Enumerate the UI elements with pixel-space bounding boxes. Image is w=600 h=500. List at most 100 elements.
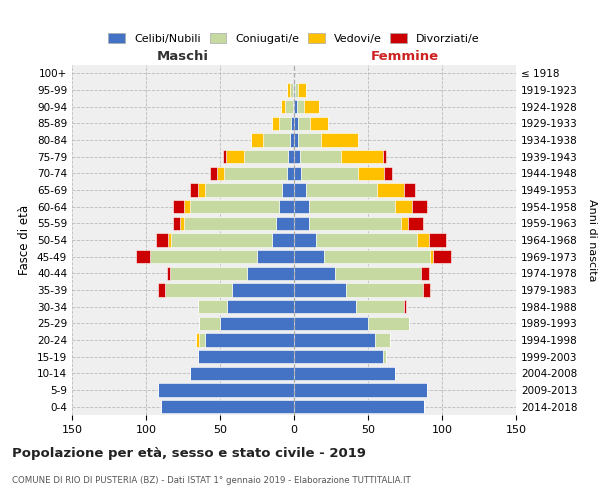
Bar <box>205 334 294 346</box>
Bar <box>136 250 151 264</box>
Bar <box>151 250 257 264</box>
Bar <box>170 266 247 280</box>
Bar <box>417 234 428 246</box>
Bar <box>316 234 417 246</box>
Bar <box>198 350 294 364</box>
Bar <box>356 300 404 314</box>
Bar <box>401 216 408 230</box>
Bar <box>294 84 295 96</box>
Bar <box>232 284 294 296</box>
Bar <box>368 316 409 330</box>
Bar <box>281 100 285 114</box>
Bar <box>298 84 306 96</box>
Bar <box>167 266 170 280</box>
Bar <box>290 84 293 96</box>
Bar <box>272 234 294 246</box>
Bar <box>384 166 392 180</box>
Legend: Celibi/Nubili, Coniugati/e, Vedovi/e, Divorziati/e: Celibi/Nubili, Coniugati/e, Vedovi/e, Di… <box>104 28 484 48</box>
Bar <box>161 400 294 413</box>
Bar <box>291 116 294 130</box>
Text: Femmine: Femmine <box>371 50 439 62</box>
Bar <box>198 300 227 314</box>
Bar <box>190 184 198 196</box>
Bar <box>294 134 298 146</box>
Bar <box>290 134 294 146</box>
Bar <box>377 184 404 196</box>
Bar <box>190 366 294 380</box>
Bar <box>395 200 412 213</box>
Bar <box>199 334 205 346</box>
Bar <box>430 250 433 264</box>
Bar <box>294 216 309 230</box>
Bar <box>184 216 276 230</box>
Bar <box>294 116 298 130</box>
Bar <box>294 334 376 346</box>
Bar <box>294 266 335 280</box>
Text: Maschi: Maschi <box>157 50 209 62</box>
Bar <box>298 134 320 146</box>
Bar <box>287 84 290 96</box>
Bar <box>408 216 423 230</box>
Bar <box>383 150 386 164</box>
Bar <box>294 250 323 264</box>
Bar <box>310 116 328 130</box>
Bar <box>423 284 430 296</box>
Bar <box>294 366 395 380</box>
Text: Popolazione per età, sesso e stato civile - 2019: Popolazione per età, sesso e stato civil… <box>12 448 366 460</box>
Bar <box>309 216 401 230</box>
Bar <box>404 300 406 314</box>
Bar <box>282 184 294 196</box>
Bar <box>358 166 384 180</box>
Bar <box>226 150 244 164</box>
Bar <box>294 350 383 364</box>
Bar <box>279 116 291 130</box>
Bar <box>297 100 304 114</box>
Bar <box>157 234 168 246</box>
Bar <box>293 100 294 114</box>
Bar <box>173 216 180 230</box>
Bar <box>294 150 300 164</box>
Bar <box>294 384 427 396</box>
Bar <box>198 184 205 196</box>
Bar <box>320 134 358 146</box>
Bar <box>288 150 294 164</box>
Bar <box>247 266 294 280</box>
Bar <box>298 116 310 130</box>
Bar <box>294 100 297 114</box>
Bar <box>227 300 294 314</box>
Bar <box>433 250 451 264</box>
Bar <box>295 84 298 96</box>
Bar <box>199 316 220 330</box>
Bar <box>335 266 421 280</box>
Bar <box>158 384 294 396</box>
Bar <box>196 334 199 346</box>
Bar <box>279 200 294 213</box>
Bar <box>294 400 424 413</box>
Bar <box>190 200 279 213</box>
Bar <box>306 184 377 196</box>
Bar <box>428 234 446 246</box>
Bar <box>341 150 383 164</box>
Bar <box>287 166 294 180</box>
Bar <box>223 150 226 164</box>
Bar <box>217 166 224 180</box>
Bar <box>309 200 395 213</box>
Bar <box>294 284 346 296</box>
Bar <box>301 166 358 180</box>
Bar <box>205 184 282 196</box>
Bar <box>294 316 368 330</box>
Bar <box>180 216 184 230</box>
Bar <box>294 200 309 213</box>
Bar <box>173 200 184 213</box>
Bar <box>244 150 288 164</box>
Bar <box>304 100 319 114</box>
Bar <box>376 334 390 346</box>
Y-axis label: Anni di nascita: Anni di nascita <box>587 198 597 281</box>
Bar <box>168 234 171 246</box>
Bar <box>285 100 293 114</box>
Bar <box>294 234 316 246</box>
Bar <box>171 234 272 246</box>
Bar <box>263 134 290 146</box>
Bar <box>346 284 423 296</box>
Bar <box>323 250 430 264</box>
